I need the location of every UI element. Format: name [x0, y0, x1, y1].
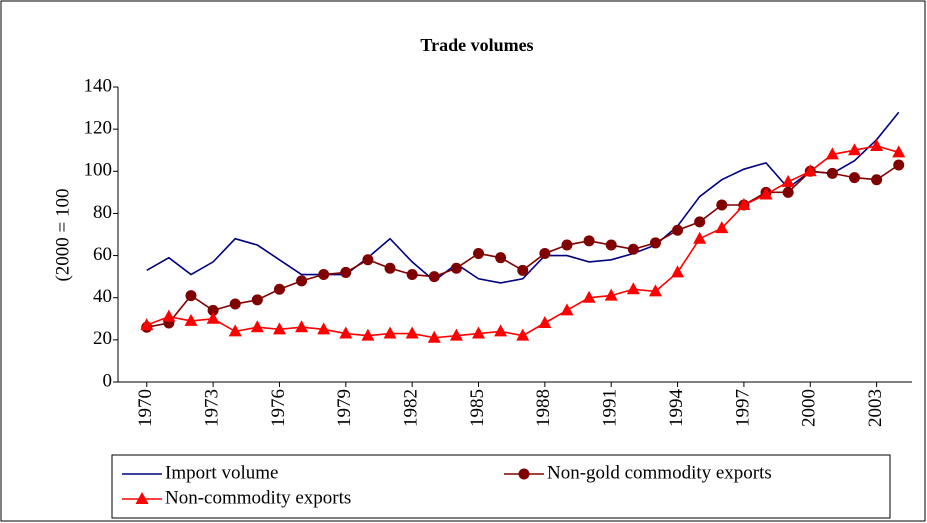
x-tick-label: 1985	[467, 389, 488, 427]
point	[250, 320, 264, 333]
legend-label: Non-commodity exports	[165, 487, 351, 508]
y-tick-label: 0	[103, 370, 113, 391]
point	[362, 254, 374, 266]
point	[626, 282, 640, 295]
chart-title: Trade volumes	[420, 35, 533, 55]
point	[604, 288, 618, 301]
point	[560, 303, 574, 316]
point	[870, 139, 884, 151]
x-tick-label: 1997	[732, 389, 753, 427]
point	[694, 216, 706, 228]
x-tick-label: 1982	[401, 389, 422, 427]
x-tick-label: 1988	[533, 389, 554, 427]
legend	[111, 454, 891, 519]
point	[826, 167, 838, 179]
y-tick-label: 60	[93, 244, 112, 265]
y-tick-label: 140	[84, 75, 113, 96]
point	[207, 304, 219, 316]
point	[648, 284, 662, 297]
point	[340, 266, 352, 278]
point	[672, 224, 684, 236]
point	[517, 264, 529, 276]
point	[295, 320, 309, 333]
point	[228, 324, 242, 337]
point	[605, 239, 617, 251]
point	[361, 328, 375, 341]
point	[847, 143, 861, 156]
point	[893, 159, 905, 171]
point	[473, 247, 485, 259]
y-tick-label: 40	[93, 286, 112, 307]
point	[582, 290, 596, 303]
y-tick-label: 100	[84, 160, 113, 181]
point	[737, 198, 751, 210]
x-tick-label: 2003	[865, 389, 886, 427]
x-tick-label: 1973	[201, 389, 222, 427]
point	[162, 309, 176, 322]
series-line	[146, 111, 900, 284]
point	[140, 318, 154, 331]
point	[825, 147, 839, 160]
point	[782, 186, 794, 198]
point	[716, 199, 728, 211]
x-tick-label: 1991	[600, 389, 621, 427]
point	[649, 237, 661, 249]
point	[339, 326, 353, 339]
x-tick-label: 2000	[799, 389, 820, 427]
legend-label: Import volume	[165, 462, 278, 483]
point	[715, 221, 729, 234]
point	[383, 326, 397, 339]
point	[272, 322, 286, 335]
point	[384, 262, 396, 274]
point	[406, 269, 418, 281]
legend-label: Non-gold commodity exports	[547, 462, 772, 483]
point	[229, 298, 241, 310]
point	[518, 468, 530, 480]
point	[296, 275, 308, 287]
point	[273, 283, 285, 295]
point	[627, 243, 639, 255]
x-tick-label: 1976	[268, 389, 289, 427]
point	[561, 239, 573, 251]
point	[428, 271, 440, 283]
y-tick-label: 20	[93, 328, 112, 349]
y-tick-label: 120	[84, 118, 113, 139]
y-tick-label: 80	[93, 202, 112, 223]
y-axis-label: (2000 = 100	[52, 188, 73, 281]
point	[495, 252, 507, 264]
point	[494, 324, 508, 337]
point	[184, 313, 198, 326]
point	[671, 265, 685, 278]
point	[318, 269, 330, 281]
point	[871, 174, 883, 186]
point	[848, 172, 860, 184]
x-tick-label: 1970	[135, 389, 156, 427]
point	[759, 187, 773, 200]
point	[317, 322, 331, 335]
point	[251, 294, 263, 306]
point	[781, 174, 795, 187]
point	[449, 328, 463, 341]
point	[472, 326, 486, 339]
point	[583, 235, 595, 247]
point	[693, 231, 707, 244]
point	[427, 330, 441, 343]
point	[516, 328, 530, 341]
point	[538, 316, 552, 328]
point	[450, 262, 462, 274]
x-tick-label: 1979	[334, 389, 355, 427]
point	[803, 164, 817, 177]
point	[892, 145, 906, 158]
point	[206, 311, 220, 324]
point	[135, 492, 149, 504]
point	[539, 247, 551, 259]
x-tick-label: 1994	[666, 389, 687, 428]
point	[185, 290, 197, 302]
point	[405, 326, 419, 339]
